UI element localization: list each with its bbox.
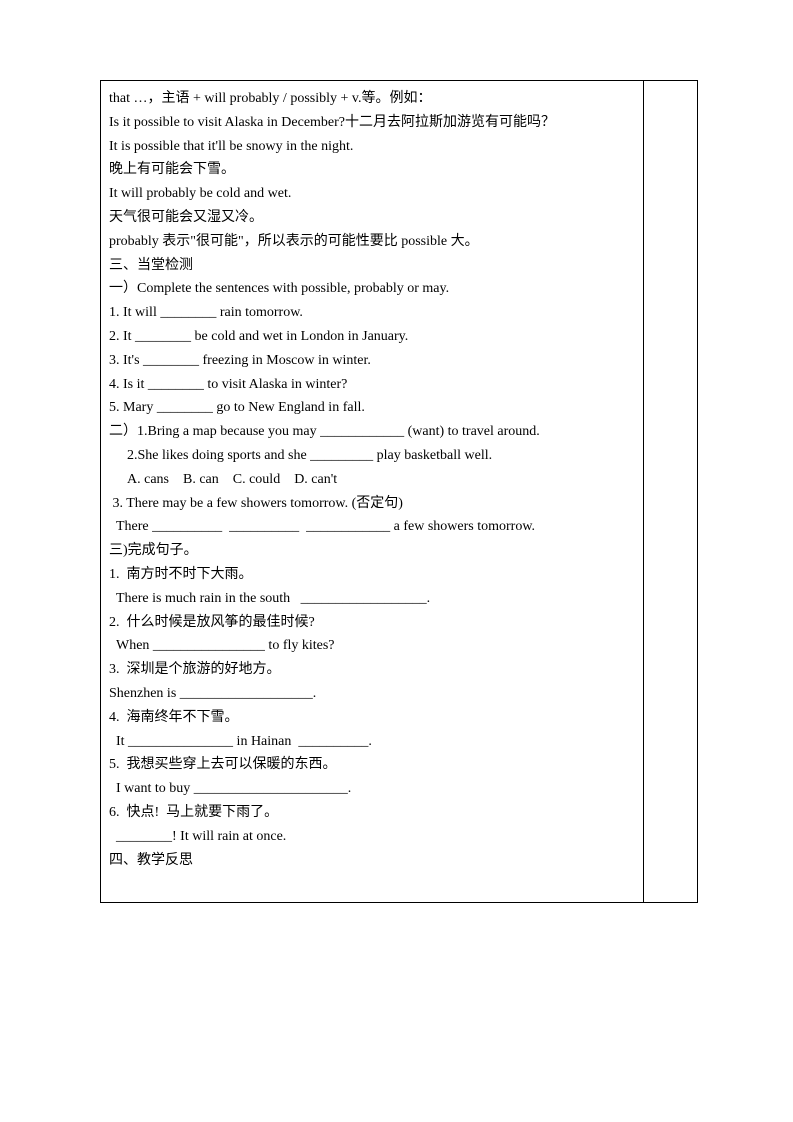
content-line: 天气很可能会又湿又冷。 bbox=[109, 206, 635, 230]
content-line: 3. There may be a few showers tomorrow. … bbox=[109, 492, 635, 516]
main-content-cell: that …，主语 + will probably / possibly + v… bbox=[101, 81, 644, 903]
content-line: 2.She likes doing sports and she _______… bbox=[109, 444, 635, 468]
content-line: 3. It's ________ freezing in Moscow in w… bbox=[109, 349, 635, 373]
content-line: Shenzhen is ___________________. bbox=[109, 682, 635, 706]
content-line: 三、当堂检测 bbox=[109, 254, 635, 278]
content-line: It will probably be cold and wet. bbox=[109, 182, 635, 206]
content-line: 6. 快点! 马上就要下雨了。 bbox=[109, 801, 635, 825]
content-line: Is it possible to visit Alaska in Decemb… bbox=[109, 111, 635, 135]
content-line: 5. 我想买些穿上去可以保暖的东西。 bbox=[109, 753, 635, 777]
content-line: 4. Is it ________ to visit Alaska in win… bbox=[109, 373, 635, 397]
content-line: 二）1.Bring a map because you may ________… bbox=[109, 420, 635, 444]
content-line: 一）Complete the sentences with possible, … bbox=[109, 277, 635, 301]
content-line: that …，主语 + will probably / possibly + v… bbox=[109, 87, 635, 111]
content-container: that …，主语 + will probably / possibly + v… bbox=[109, 87, 635, 896]
content-line: ________! It will rain at once. bbox=[109, 825, 635, 849]
content-line: 1. It will ________ rain tomorrow. bbox=[109, 301, 635, 325]
content-line: 三)完成句子。 bbox=[109, 539, 635, 563]
side-cell bbox=[644, 81, 698, 903]
table-row: that …，主语 + will probably / possibly + v… bbox=[101, 81, 698, 903]
content-line: 四、教学反思 bbox=[109, 849, 635, 873]
content-line: There is much rain in the south ________… bbox=[109, 587, 635, 611]
content-line: I want to buy ______________________. bbox=[109, 777, 635, 801]
content-line: 2. 什么时候是放风筝的最佳时候? bbox=[109, 611, 635, 635]
content-line: 3. 深圳是个旅游的好地方。 bbox=[109, 658, 635, 682]
content-line: 晚上有可能会下雪。 bbox=[109, 158, 635, 182]
content-line: There __________ __________ ____________… bbox=[109, 515, 635, 539]
content-line: 5. Mary ________ go to New England in fa… bbox=[109, 396, 635, 420]
content-line: 4. 海南终年不下雪。 bbox=[109, 706, 635, 730]
worksheet-table: that …，主语 + will probably / possibly + v… bbox=[100, 80, 698, 903]
content-line: It is possible that it'll be snowy in th… bbox=[109, 135, 635, 159]
content-line: probably 表示"很可能"，所以表示的可能性要比 possible 大。 bbox=[109, 230, 635, 254]
content-line bbox=[109, 872, 635, 896]
content-line: A. cans B. can C. could D. can't bbox=[109, 468, 635, 492]
content-line: It _______________ in Hainan __________. bbox=[109, 730, 635, 754]
content-line: 1. 南方时不时下大雨。 bbox=[109, 563, 635, 587]
content-line: 2. It ________ be cold and wet in London… bbox=[109, 325, 635, 349]
content-line: When ________________ to fly kites? bbox=[109, 634, 635, 658]
